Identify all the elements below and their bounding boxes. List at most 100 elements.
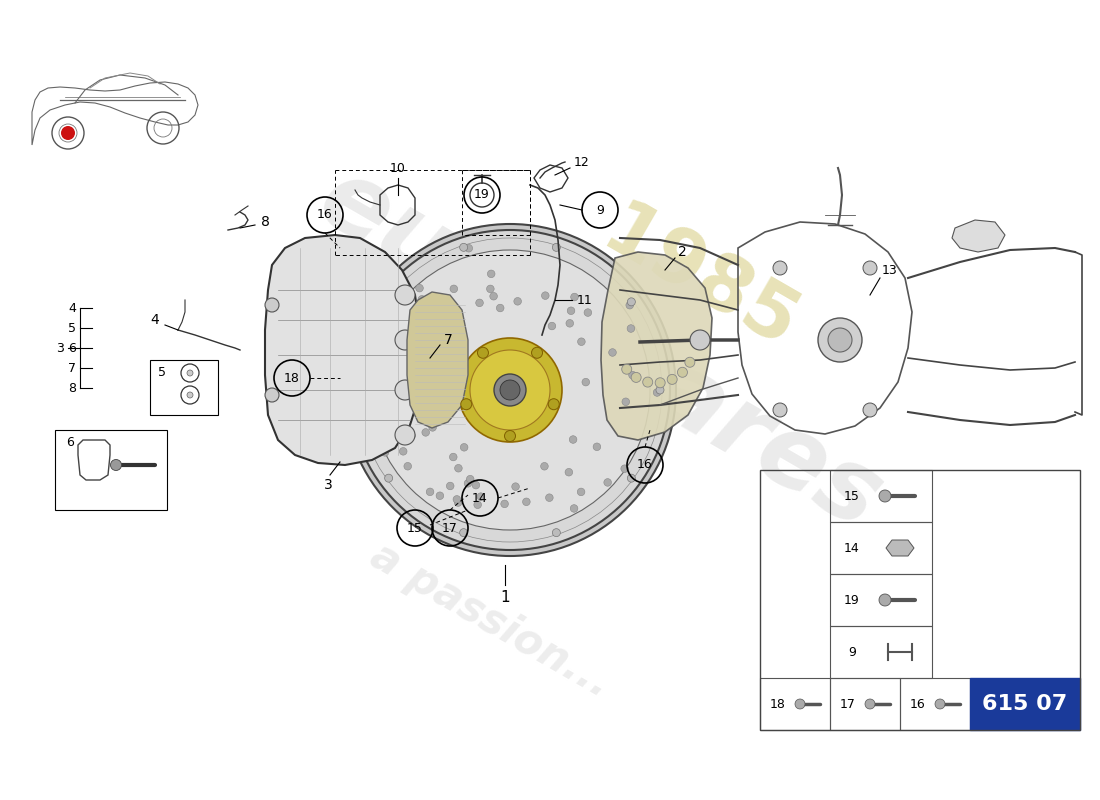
Circle shape: [458, 338, 562, 442]
Circle shape: [512, 483, 519, 490]
Circle shape: [360, 402, 367, 410]
Circle shape: [389, 372, 397, 379]
Text: 14: 14: [844, 542, 860, 554]
Circle shape: [627, 474, 636, 482]
Circle shape: [406, 398, 414, 406]
Circle shape: [474, 501, 482, 509]
Circle shape: [879, 594, 891, 606]
Bar: [760, 470, 1080, 730]
Text: 2: 2: [678, 245, 686, 259]
Circle shape: [773, 403, 786, 417]
Circle shape: [397, 364, 405, 372]
Text: 15: 15: [844, 490, 860, 502]
Text: 3: 3: [56, 342, 64, 354]
Text: 12: 12: [574, 155, 590, 169]
Circle shape: [584, 309, 592, 316]
Circle shape: [626, 302, 634, 309]
Circle shape: [548, 398, 559, 410]
Circle shape: [370, 250, 650, 530]
Text: 17: 17: [442, 522, 458, 534]
Circle shape: [500, 500, 508, 508]
Circle shape: [653, 389, 661, 396]
Circle shape: [487, 270, 495, 278]
Circle shape: [409, 334, 416, 342]
Circle shape: [356, 386, 364, 394]
Circle shape: [419, 299, 427, 307]
Circle shape: [429, 424, 437, 431]
Circle shape: [552, 243, 560, 251]
Circle shape: [621, 364, 631, 374]
Circle shape: [465, 245, 473, 252]
Circle shape: [656, 378, 666, 388]
Circle shape: [570, 436, 576, 443]
Circle shape: [568, 307, 575, 314]
Circle shape: [344, 224, 676, 556]
Circle shape: [593, 443, 601, 450]
Circle shape: [450, 330, 458, 338]
Circle shape: [395, 285, 415, 305]
Circle shape: [187, 370, 192, 376]
Circle shape: [578, 488, 585, 496]
Circle shape: [818, 318, 862, 362]
Circle shape: [447, 482, 454, 490]
Circle shape: [450, 454, 458, 461]
Circle shape: [552, 529, 560, 537]
Bar: [830, 470, 932, 522]
Circle shape: [621, 398, 629, 406]
Circle shape: [540, 462, 548, 470]
Bar: [830, 574, 932, 626]
Circle shape: [385, 474, 393, 482]
Polygon shape: [886, 540, 914, 556]
Circle shape: [604, 478, 612, 486]
Circle shape: [642, 377, 652, 387]
Bar: [830, 626, 932, 678]
Text: 5: 5: [68, 322, 76, 334]
Text: 8: 8: [68, 382, 76, 394]
Text: 19: 19: [844, 594, 860, 606]
Circle shape: [477, 493, 485, 501]
Bar: [830, 678, 900, 730]
Circle shape: [466, 475, 474, 483]
Circle shape: [627, 298, 636, 306]
Circle shape: [450, 285, 458, 293]
Circle shape: [399, 447, 407, 455]
Circle shape: [690, 330, 710, 350]
Circle shape: [685, 358, 695, 367]
Text: 14: 14: [472, 491, 488, 505]
Circle shape: [578, 338, 585, 346]
Circle shape: [935, 699, 945, 709]
Circle shape: [395, 305, 403, 313]
Circle shape: [490, 293, 497, 300]
Text: 1985: 1985: [590, 195, 811, 365]
Circle shape: [571, 294, 579, 301]
Polygon shape: [952, 220, 1005, 252]
Circle shape: [460, 529, 467, 537]
Circle shape: [864, 261, 877, 275]
Circle shape: [656, 386, 664, 394]
Circle shape: [475, 299, 483, 306]
Text: 3: 3: [323, 478, 332, 492]
Text: 10: 10: [390, 162, 406, 174]
Text: 18: 18: [770, 698, 785, 710]
Circle shape: [514, 298, 521, 305]
Circle shape: [436, 492, 443, 499]
Bar: [760, 678, 830, 730]
Circle shape: [505, 430, 516, 442]
Bar: [970, 678, 1080, 730]
Text: 7: 7: [443, 333, 452, 347]
Text: 5: 5: [158, 366, 166, 378]
Circle shape: [395, 425, 415, 445]
Circle shape: [464, 479, 472, 487]
Circle shape: [411, 353, 419, 360]
Circle shape: [265, 298, 279, 312]
Circle shape: [461, 398, 472, 410]
Circle shape: [454, 498, 462, 506]
Text: 16: 16: [637, 458, 653, 471]
Circle shape: [494, 374, 526, 406]
Circle shape: [265, 388, 279, 402]
Circle shape: [408, 432, 416, 439]
Text: 16: 16: [910, 698, 926, 710]
Circle shape: [864, 403, 877, 417]
Circle shape: [417, 318, 425, 326]
Bar: [900, 678, 970, 730]
